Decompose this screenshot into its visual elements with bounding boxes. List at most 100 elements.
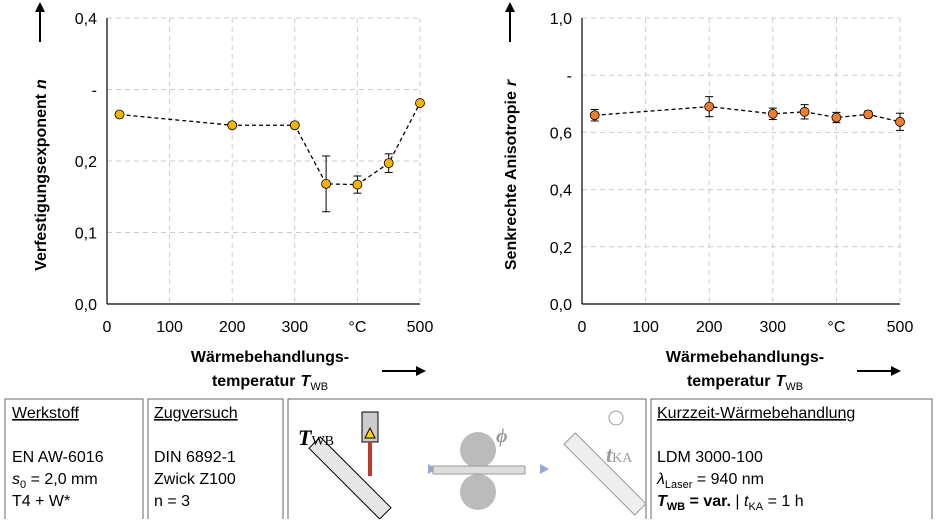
point (831, 112, 842, 123)
x-tick-label: °C (348, 319, 366, 336)
text: = 1 h (763, 493, 803, 510)
arrow-head (416, 366, 426, 376)
x-tick-label: 500 (887, 319, 914, 336)
label-symbol: T (301, 373, 312, 390)
x-tick-label: 200 (219, 319, 246, 336)
label-text: Senkrechte Anisotropie (503, 91, 520, 270)
box-text: Zwick Z100 (154, 471, 236, 488)
label-subscript: WB (785, 381, 803, 393)
x-tick-label: °C (827, 319, 845, 336)
symbol: ϕ (496, 425, 508, 447)
point (289, 120, 300, 131)
point (589, 110, 600, 121)
subscript: WB (667, 501, 685, 513)
x-tick-label: 100 (632, 319, 659, 336)
subscript: KA (612, 451, 633, 466)
symbol: λ (656, 471, 665, 488)
subscript: Laser (665, 479, 693, 491)
y-tick-label: 0,0 (75, 297, 97, 314)
x-tick-label: 200 (696, 319, 723, 336)
roll (460, 432, 496, 468)
point (383, 158, 394, 169)
point (863, 109, 874, 120)
laser-warning (364, 426, 376, 439)
x-tick-label: 300 (281, 319, 308, 336)
box-text: s0 = 2,0 mm (12, 471, 98, 491)
y-tick-label: 0,6 (550, 125, 572, 142)
box (4, 398, 144, 524)
y-axis-label: Verfestigungsexponent n (33, 79, 50, 271)
label-text: temperatur (687, 373, 771, 390)
y-axis-label: Senkrechte Anisotropie r (503, 79, 520, 270)
text: = 940 nm (692, 471, 764, 488)
x-axis-label: temperatur TWB (687, 373, 803, 393)
box-title: Zugversuch (154, 405, 238, 422)
point (799, 106, 810, 117)
arrow-head (891, 366, 901, 376)
point (352, 179, 363, 190)
symbol: T (298, 425, 313, 450)
symbol: T (657, 493, 668, 510)
arrow (540, 464, 549, 474)
box-text: T4 + W* (12, 493, 70, 510)
point (767, 108, 778, 119)
label-text: Verfestigungsexponent (33, 93, 50, 271)
clock (608, 410, 624, 426)
y-tick-label: 0,4 (550, 183, 572, 200)
box (147, 398, 284, 524)
sheet (432, 465, 526, 475)
label-symbol: r (503, 79, 520, 86)
y-tick-label: 0,2 (550, 240, 572, 257)
box-text: EN AW-6016 (12, 449, 104, 466)
text: = var. (685, 493, 731, 510)
point (704, 101, 715, 112)
y-tick-label: 1,0 (550, 11, 572, 28)
box-text: n = 3 (154, 493, 190, 510)
y-tick-label: 0,1 (75, 226, 97, 243)
box (287, 398, 647, 524)
x-tick-label: 100 (156, 319, 183, 336)
sheet (308, 436, 392, 520)
symbol: TWB (298, 425, 334, 450)
box-text: DIN 6892-1 (154, 449, 236, 466)
subscript: KA (748, 501, 763, 513)
symbol: s (12, 471, 20, 488)
point (227, 120, 238, 131)
symbol: tKA (606, 442, 633, 467)
process-graphic: TWB ϕ tKA (298, 410, 647, 520)
x-tick-label: 300 (759, 319, 786, 336)
subscript: WB (311, 434, 334, 449)
label-subscript: WB (310, 381, 328, 393)
x-axis-label: Wärmebehandlungs- (191, 349, 349, 366)
x-axis-label: temperatur TWB (212, 373, 328, 393)
y-tick-label: 0,0 (550, 297, 572, 314)
x-tick-label: 500 (407, 319, 434, 336)
info-boxes (4, 398, 933, 524)
box (650, 398, 933, 524)
point (321, 178, 332, 189)
symbol: t (606, 442, 613, 467)
box-title: Kurzzeit-Wärmebehandlung (657, 405, 855, 422)
box-title: Werkstoff (12, 405, 80, 422)
line (594, 106, 901, 123)
box-text: LDM 3000-100 (657, 449, 763, 466)
x-axis-label: Wärmebehandlungs- (666, 349, 824, 366)
x-tick-label: 0 (578, 319, 587, 336)
box-text: TWB = var. | tKA = 1 h (657, 493, 804, 513)
line (119, 102, 421, 186)
laser-beam (368, 442, 372, 476)
box-text: λLaser = 940 nm (656, 471, 764, 491)
y-tick-label: - (567, 68, 572, 85)
x-tick-label: 0 (103, 319, 112, 336)
arrow-head (505, 2, 515, 12)
y-tick-label: 0,4 (75, 11, 97, 28)
roll (460, 474, 496, 510)
label-text: temperatur (212, 373, 296, 390)
text: | (731, 493, 744, 510)
arrow-head (35, 2, 45, 12)
label-symbol: n (33, 79, 50, 89)
symbol: t (744, 493, 749, 510)
point (895, 116, 905, 127)
y-tick-label: 0,2 (75, 154, 97, 171)
text: = 2,0 mm (26, 471, 98, 488)
